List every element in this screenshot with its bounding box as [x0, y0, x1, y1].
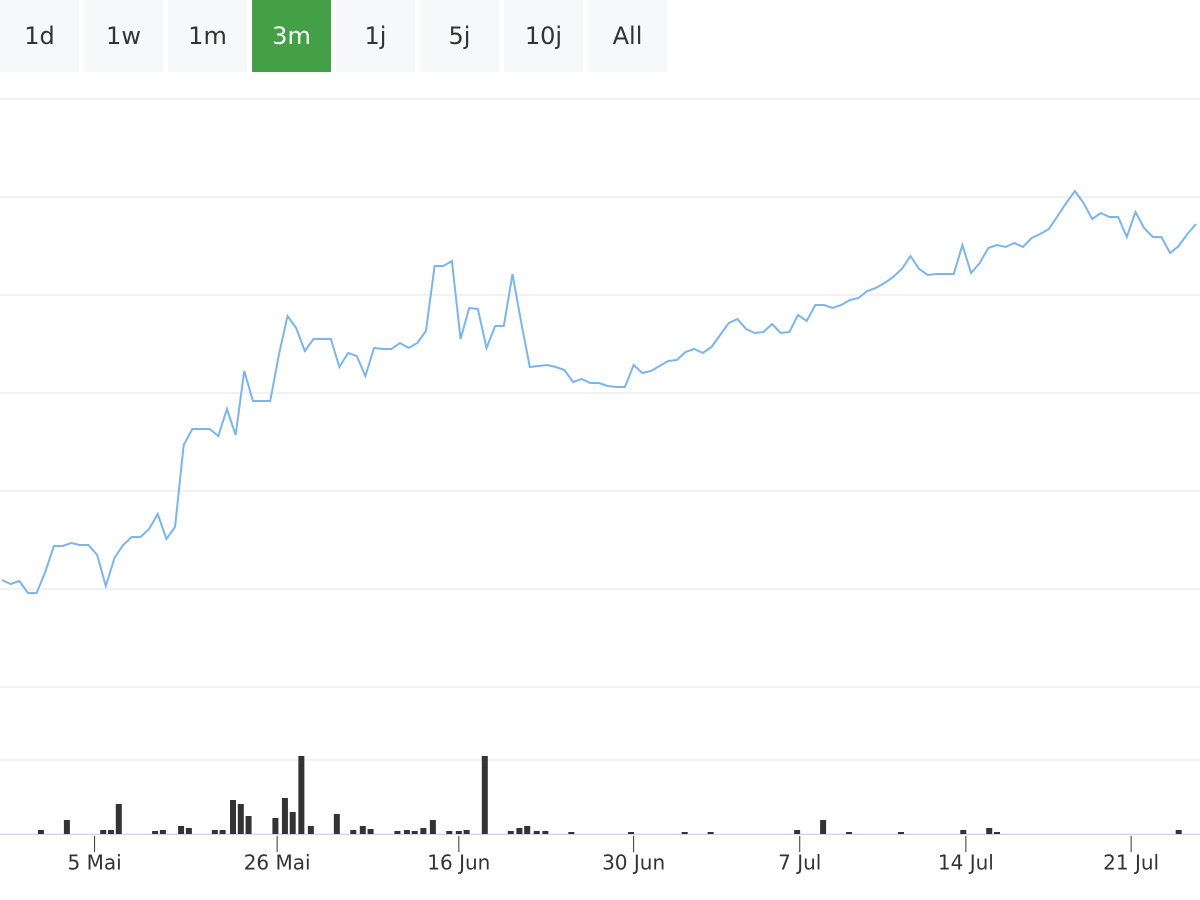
volume-bar — [681, 832, 688, 834]
volume-bar — [152, 831, 159, 834]
volume-bar — [820, 820, 827, 834]
volume-bar — [794, 830, 801, 834]
volume-bar — [272, 818, 279, 834]
volume-bar — [628, 832, 635, 834]
volume-bar — [185, 828, 192, 834]
volume-bar — [463, 830, 470, 834]
volume-bar — [707, 832, 714, 834]
range-button[interactable]: 1w — [84, 0, 163, 72]
range-button[interactable]: 10j — [504, 0, 583, 72]
volume-bar — [289, 812, 296, 834]
volume-bar — [159, 830, 166, 834]
volume-bar — [394, 831, 401, 834]
volume-bar — [986, 828, 993, 834]
volume-bar — [37, 830, 44, 834]
volume-bar — [211, 830, 218, 834]
volume-bar — [960, 830, 967, 834]
range-button[interactable]: 1j — [336, 0, 415, 72]
volume-bar — [281, 798, 288, 834]
volume-bar — [533, 831, 540, 834]
x-tick-label: 16 Jun — [427, 851, 490, 875]
volume-bar — [507, 831, 514, 834]
range-button[interactable]: 1d — [0, 0, 79, 72]
volume-bar — [245, 816, 252, 834]
volume-bar — [100, 830, 107, 834]
volume-bar — [446, 831, 453, 834]
volume-bar — [367, 829, 374, 834]
volume-bar — [568, 832, 575, 834]
volume-bar — [63, 820, 70, 834]
volume-bar — [359, 826, 366, 834]
range-button[interactable]: 5j — [420, 0, 499, 72]
volume-bar — [524, 826, 531, 834]
volume-bar — [333, 814, 340, 834]
volume-bar — [108, 830, 115, 834]
volume-bar — [403, 830, 410, 834]
volume-bar — [455, 831, 462, 834]
volume-bar — [307, 826, 314, 834]
price-line — [1, 189, 1197, 594]
volume-bar — [178, 826, 185, 834]
volume-bar — [846, 832, 853, 834]
x-tick-label: 7 Jul — [778, 851, 821, 875]
volume-bar — [481, 756, 488, 834]
volume-bar — [429, 820, 436, 834]
volume-bar — [298, 756, 305, 834]
volume-bar — [219, 830, 226, 834]
range-button[interactable]: 3m — [252, 0, 331, 72]
volume-bar — [1175, 830, 1182, 834]
volume-bar — [230, 800, 237, 834]
volume-bar — [542, 831, 549, 834]
x-tick-label: 14 Jul — [938, 851, 994, 875]
volume-bar — [420, 828, 427, 834]
x-tick-label: 26 Mai — [244, 851, 311, 875]
x-tick-label: 30 Jun — [602, 851, 665, 875]
range-button[interactable]: All — [588, 0, 667, 72]
x-tick-label: 21 Jul — [1103, 851, 1159, 875]
volume-bar — [115, 804, 122, 834]
volume-bar — [237, 804, 244, 834]
volume-bar — [994, 832, 1001, 834]
volume-bar — [411, 831, 418, 834]
range-button[interactable]: 1m — [168, 0, 247, 72]
x-tick-label: 5 Mai — [67, 851, 121, 875]
volume-bar — [516, 828, 523, 834]
volume-bar — [350, 830, 357, 834]
volume-bar — [897, 832, 904, 834]
